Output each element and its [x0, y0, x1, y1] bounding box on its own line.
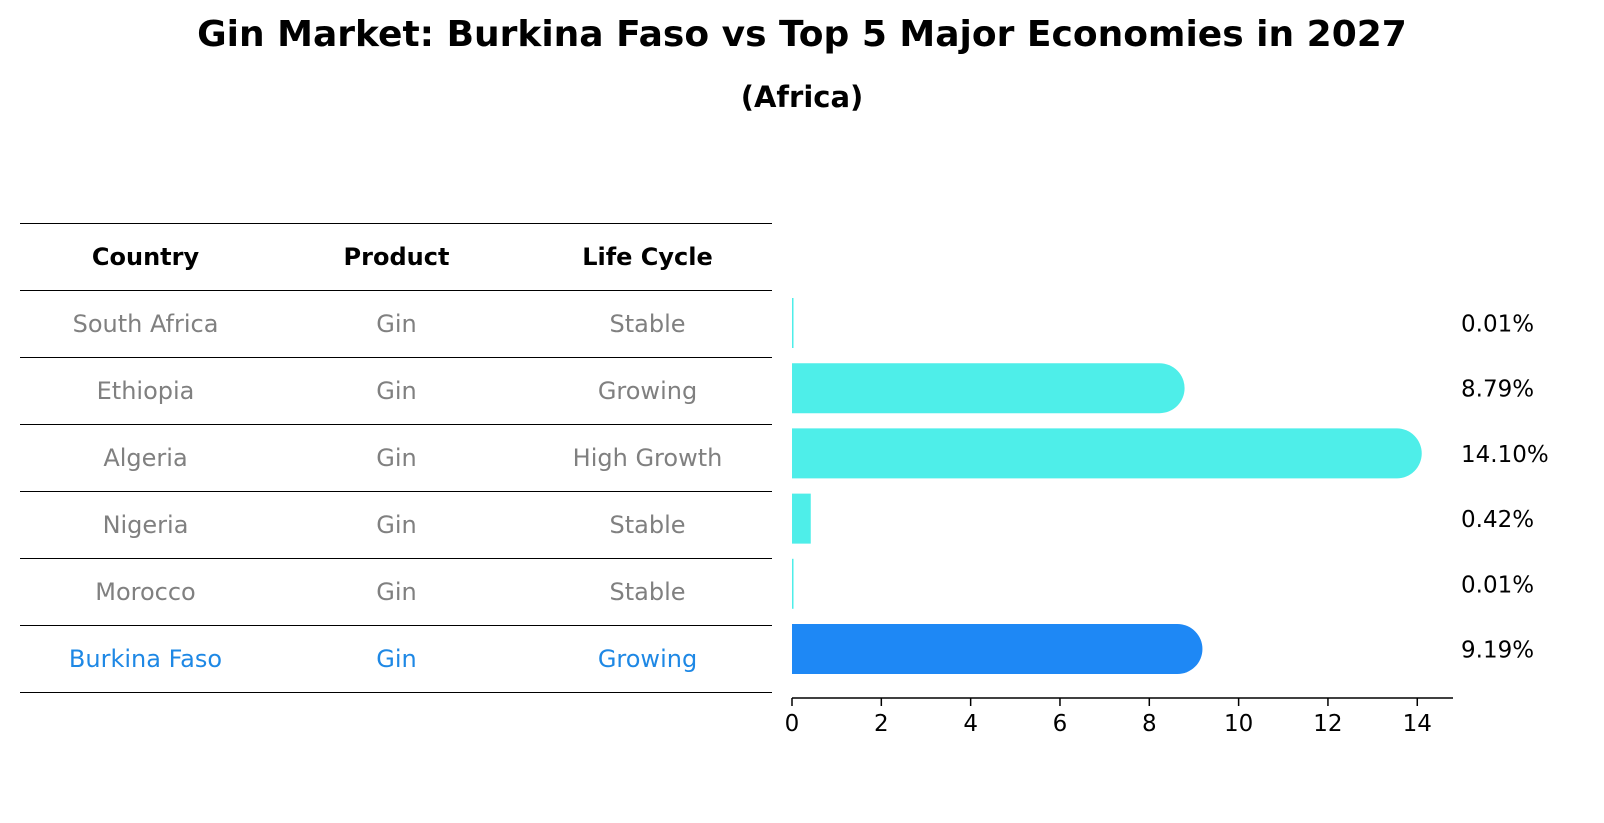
x-tick-label: 14 [1403, 711, 1432, 737]
product-cell: Gin [376, 578, 417, 606]
data-label: 9.19% [1461, 638, 1534, 664]
country-cell: South Africa [72, 310, 219, 338]
data-label: 8.79% [1461, 377, 1534, 403]
life-cycle-cell: Stable [609, 511, 686, 539]
product-cell: Gin [376, 444, 417, 472]
product-cell: Gin [376, 511, 417, 539]
bar [792, 428, 1422, 479]
life-cycle-cell: Growing [597, 377, 698, 405]
chart-subtitle: (Africa) [740, 80, 864, 114]
product-cell: Gin [376, 377, 417, 405]
country-cell: Nigeria [102, 511, 189, 539]
table-row-highlighted: Burkina Faso Gin Growing [20, 625, 772, 693]
x-tick-label: 8 [1142, 711, 1157, 737]
x-tick-label: 12 [1313, 711, 1342, 737]
life-cycle-cell: Stable [609, 310, 686, 338]
data-label: 0.42% [1461, 507, 1534, 533]
header-product: Product [343, 243, 450, 271]
x-tick-label: 0 [785, 711, 800, 737]
life-cycle-cell: Stable [609, 578, 686, 606]
life-cycle-cell: High Growth [572, 444, 723, 472]
table-row: Nigeria Gin Stable [20, 491, 772, 558]
data-label: 0.01% [1461, 572, 1534, 598]
data-label: 0.01% [1461, 312, 1534, 338]
table-row: South Africa Gin Stable [20, 290, 772, 357]
bar [792, 558, 794, 609]
bar-chart: 0.01% 8.79% 14.10% 0.42% 0.01% 9.19% 0 2 4 6 8 10 12… [785, 298, 1549, 737]
bar [792, 363, 1185, 414]
data-label: 14.10% [1461, 442, 1549, 468]
life-cycle-cell: Growing [597, 645, 698, 673]
table-row: Algeria Gin High Growth [20, 424, 772, 491]
header-life-cycle: Life Cycle [582, 243, 713, 271]
header-country: Country [91, 243, 200, 271]
country-cell: Burkina Faso [68, 645, 223, 673]
table-header-row: Country Product Life Cycle [20, 223, 772, 290]
x-tick-label: 4 [963, 711, 978, 737]
product-cell: Gin [376, 645, 417, 673]
data-table: Country Product Life Cycle South Africa … [20, 223, 772, 693]
bar [792, 298, 794, 348]
country-cell: Morocco [95, 578, 196, 606]
country-cell: Algeria [103, 444, 188, 472]
product-cell: Gin [376, 310, 417, 338]
x-tick-label: 6 [1053, 711, 1068, 737]
chart-title: Gin Market: Burkina Faso vs Top 5 Major … [197, 14, 1407, 55]
bar [792, 624, 1203, 674]
country-cell: Ethiopia [96, 377, 195, 405]
x-tick-label: 2 [874, 711, 889, 737]
bar [792, 493, 811, 544]
x-tick-label: 10 [1224, 711, 1253, 737]
table-row: Morocco Gin Stable [20, 558, 772, 625]
table-row: Ethiopia Gin Growing [20, 357, 772, 424]
